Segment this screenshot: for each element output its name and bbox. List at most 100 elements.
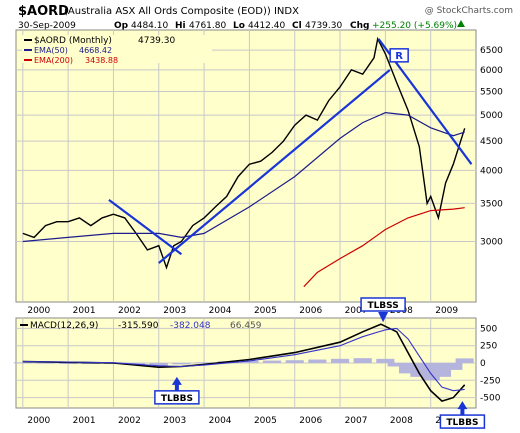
up-arrow-icon xyxy=(171,376,182,391)
price-y-tick-label: 5500 xyxy=(480,87,503,97)
tlbbs-callout-label: TLBBS xyxy=(161,394,193,404)
legend-ema50-value: 4668.42 xyxy=(79,46,112,55)
price-x-tick-label: 2005 xyxy=(254,306,277,316)
histogram-bar xyxy=(240,360,259,363)
macd-legend: MACD(12,26,9) -315.590 -382.048 66.459 xyxy=(20,321,262,331)
histogram-bar xyxy=(59,363,78,364)
price-x-tick-label: 2001 xyxy=(73,306,96,316)
up-arrow-icon xyxy=(457,401,468,416)
price-y-tick-label: 3000 xyxy=(480,238,503,248)
macd-y-tick-label: 500 xyxy=(480,324,497,334)
legend-bg xyxy=(22,35,212,63)
cl-label: Cl xyxy=(292,21,302,31)
macd-x-axis: 2000200120022003200420052006200720082009 xyxy=(27,416,458,426)
trendline xyxy=(108,198,183,256)
lo-label: Lo xyxy=(233,21,245,31)
macd-x-tick-label: 2003 xyxy=(163,416,186,426)
header-date: 30-Sep-2009 xyxy=(18,21,76,31)
header-credit: @ StockCharts.com xyxy=(425,6,513,16)
chg-value: +255.20 (+5.69%) xyxy=(372,21,457,31)
price-lines xyxy=(22,36,466,288)
legend-ema200-value: 3438.88 xyxy=(85,56,118,65)
histogram-bar xyxy=(149,363,168,366)
histogram-bar xyxy=(387,363,406,367)
resistance-callout-box xyxy=(389,48,409,63)
macd-x-tick-label: 2005 xyxy=(254,416,277,426)
macd-x-tick-label: 2000 xyxy=(27,416,50,426)
price-x-tick-label: 2003 xyxy=(163,306,186,316)
macd-annotations: TLBBS TLBSS TLBBS xyxy=(154,297,486,429)
legend-price-name: $AORD (Monthly) xyxy=(34,36,112,46)
legend-price-value: 4739.30 xyxy=(138,36,175,46)
macd-x-tick-label: 2006 xyxy=(299,416,322,426)
legend-macd-title: MACD(12,26,9) xyxy=(30,321,98,331)
price-grid xyxy=(16,30,476,302)
hi-label: Hi xyxy=(175,21,186,31)
price-x-tick-label: 2000 xyxy=(27,306,50,316)
price-y-tick-label: 6000 xyxy=(480,66,503,76)
price-y-tick-label: 5000 xyxy=(480,111,503,121)
macd-x-tick-label: 2001 xyxy=(73,416,96,426)
histogram-bar xyxy=(308,359,327,363)
legend-macd-value: -315.590 xyxy=(118,321,159,331)
lo-value: 4412.40 xyxy=(248,21,285,31)
macd-x-tick-label: 2008 xyxy=(390,416,413,426)
macd-series-line xyxy=(22,323,466,403)
chg-label: Chg xyxy=(350,21,369,31)
price-y-tick-label: 3500 xyxy=(480,199,503,209)
price-x-tick-label: 2009 xyxy=(435,306,458,316)
price-legend: $AORD (Monthly) 4739.30 EMA(50) 4668.42 … xyxy=(22,35,212,65)
histogram-bar xyxy=(330,358,350,363)
histogram-bar xyxy=(81,363,100,364)
histogram-bar xyxy=(444,363,463,370)
price-annotations: R xyxy=(389,48,409,63)
price-y-tick-label: 6500 xyxy=(480,46,503,56)
price-y-axis: 3000 3500 4000 4500 5000 5500 6000 6500 xyxy=(480,46,503,247)
resistance-callout-label: R xyxy=(395,51,403,62)
histogram-bar xyxy=(455,358,474,363)
price-y-tick-label: 4500 xyxy=(480,137,503,147)
op-label: Op xyxy=(114,21,129,31)
trendline xyxy=(158,69,391,264)
tlbss-callout-box xyxy=(360,297,406,312)
up-arrow-icon xyxy=(457,20,465,27)
price-y-tick-label: 4000 xyxy=(480,166,503,176)
histogram-bar xyxy=(195,362,214,364)
histogram-bar xyxy=(285,360,304,363)
legend-signal-value: -382.048 xyxy=(170,321,211,331)
histogram-bar xyxy=(353,358,372,363)
histogram-bar xyxy=(376,358,395,363)
header-symbol: $AORD xyxy=(18,4,69,19)
price-series-line xyxy=(303,207,465,288)
hi-value: 4761.80 xyxy=(189,21,226,31)
macd-x-tick-label: 2002 xyxy=(118,416,141,426)
price-x-tick-label: 2002 xyxy=(118,306,141,316)
cl-value: 4739.30 xyxy=(305,21,342,31)
macd-y-tick-label: -500 xyxy=(480,394,501,404)
price-panel xyxy=(15,29,477,303)
macd-x-tick-label: 2007 xyxy=(345,416,368,426)
price-x-tick-label: 2007 xyxy=(345,306,368,316)
price-series-line xyxy=(22,111,465,243)
macd-y-axis: 500 250 0 -250 -500 xyxy=(480,324,501,403)
tlbbs-callout-box xyxy=(154,390,200,405)
histogram-bar xyxy=(36,362,55,364)
down-arrow-icon xyxy=(378,312,389,323)
histogram-bar xyxy=(398,363,418,374)
macd-y-tick-label: 250 xyxy=(480,342,497,352)
legend-ema50-name: EMA(50) xyxy=(34,46,68,55)
tlbbs-callout-label: TLBBS xyxy=(446,418,478,428)
legend-ema200-name: EMA(200) xyxy=(34,56,73,65)
tlbss-callout-label: TLBSS xyxy=(367,301,398,311)
macd-x-tick-label: 2004 xyxy=(209,416,232,426)
tlbbs-callout-box xyxy=(439,414,486,429)
op-value: 4484.10 xyxy=(131,21,168,31)
price-x-tick-label: 2004 xyxy=(209,306,232,316)
macd-y-tick-label: -250 xyxy=(480,376,501,386)
histogram-bar xyxy=(262,360,282,363)
macd-series-line xyxy=(22,327,465,392)
histogram-bar xyxy=(13,362,32,364)
legend-hist-value: 66.459 xyxy=(230,321,262,331)
